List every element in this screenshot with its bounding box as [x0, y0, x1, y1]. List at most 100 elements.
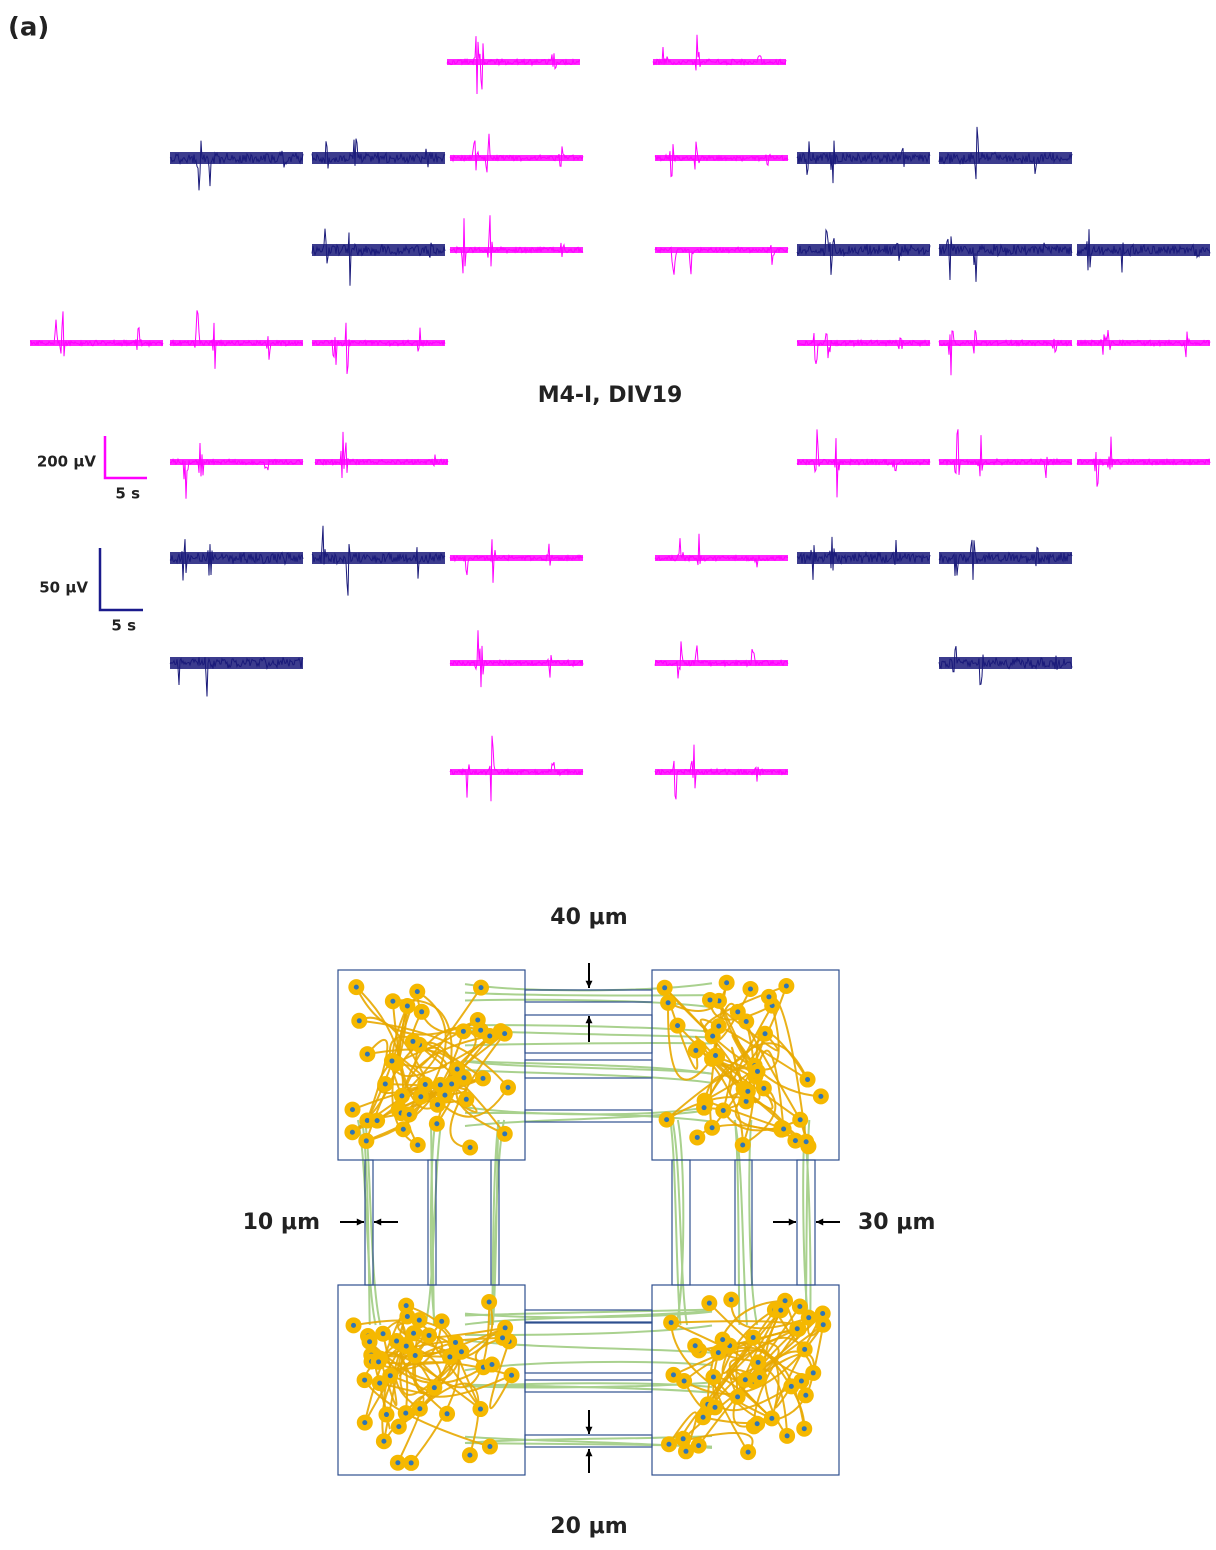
nucleus [477, 1406, 483, 1412]
neurite [703, 1064, 733, 1111]
neurite [667, 1002, 713, 1081]
nucleus [380, 1331, 386, 1337]
trace [169, 442, 304, 499]
trace-band [655, 155, 788, 161]
nucleus [662, 985, 668, 991]
nucleus [769, 1415, 775, 1421]
traces [29, 34, 1211, 802]
nucleus [713, 1052, 719, 1058]
nucleus [351, 1322, 357, 1328]
well [337, 969, 526, 1161]
trace [652, 34, 787, 71]
neurite [405, 1304, 460, 1464]
nucleus [693, 1047, 699, 1053]
trace-band [30, 340, 163, 346]
trace-band [170, 552, 303, 564]
trace-band [1077, 459, 1210, 465]
nucleus [412, 1352, 418, 1358]
nucleus [349, 1129, 355, 1135]
trace-band [797, 552, 930, 564]
axon [675, 1119, 685, 1326]
nucleus [742, 1377, 748, 1383]
nucleus [437, 1082, 443, 1088]
neurite [378, 1301, 494, 1365]
trace [449, 133, 584, 173]
trace-band [312, 552, 445, 564]
nucleus [381, 1438, 387, 1444]
nucleus [683, 1448, 689, 1454]
nucleus [710, 1374, 716, 1380]
nucleus [449, 1081, 455, 1087]
nucleus [374, 1118, 380, 1124]
nucleus [500, 1335, 506, 1341]
nucleus [390, 998, 396, 1004]
nucleus [680, 1436, 686, 1442]
neurite [489, 1341, 513, 1410]
trace-band [170, 657, 303, 669]
trace-band [939, 552, 1072, 564]
trace-band [1077, 244, 1210, 256]
nucleus [403, 1343, 409, 1349]
nucleus [404, 1003, 410, 1009]
nucleus [509, 1372, 515, 1378]
arrow-head [374, 1218, 382, 1226]
nucleus [434, 1121, 440, 1127]
trace-band [312, 340, 445, 346]
axon [464, 991, 713, 997]
trace-band [170, 340, 303, 346]
axon [464, 1042, 713, 1047]
neurite [366, 1031, 465, 1142]
nucleus [794, 1326, 800, 1332]
nucleus [439, 1318, 445, 1324]
nucleus [728, 1297, 734, 1303]
arrow-head [788, 1218, 796, 1226]
nucleus [745, 1449, 751, 1455]
panel-label: (a) [8, 13, 49, 43]
trace-band [450, 247, 583, 253]
nucleus [367, 1339, 373, 1345]
arrow-head [585, 1449, 593, 1457]
nucleus [487, 1444, 493, 1450]
trace [938, 236, 1073, 282]
device [337, 963, 840, 1476]
nucleus [364, 1118, 370, 1124]
nucleus [408, 1460, 414, 1466]
trace-band [312, 244, 445, 256]
neurite [741, 1021, 756, 1146]
nucleus [792, 1138, 798, 1144]
nucleus [802, 1346, 808, 1352]
nucleus [349, 1107, 355, 1113]
trace-band [170, 459, 303, 465]
trace-band [1077, 340, 1210, 346]
dimension-label: 10 μm [243, 1210, 320, 1235]
nucleus [364, 1051, 370, 1057]
trace-band [655, 660, 788, 666]
nucleus [801, 1426, 807, 1432]
trace [314, 431, 449, 479]
trace-band [312, 152, 445, 164]
trace [449, 735, 584, 802]
nucleus [745, 1088, 751, 1094]
nucleus [670, 1372, 676, 1378]
trace-band [939, 244, 1072, 256]
nucleus [818, 1093, 824, 1099]
trace [449, 539, 584, 583]
axon [424, 1119, 443, 1326]
nucleus [377, 1380, 383, 1386]
nucleus [461, 1075, 467, 1081]
scale-time: 5 s [115, 485, 140, 503]
nucleus [382, 1081, 388, 1087]
axon [464, 1108, 713, 1127]
nucleus [715, 1350, 721, 1356]
nucleus [781, 1126, 787, 1132]
nucleus [505, 1084, 511, 1090]
trace [938, 330, 1073, 376]
nucleus [712, 1404, 718, 1410]
nucleus [480, 1075, 486, 1081]
well [337, 1284, 526, 1476]
nucleus [502, 1031, 508, 1037]
nucleus [502, 1325, 508, 1331]
nucleus [454, 1066, 460, 1072]
nucleus [743, 1098, 749, 1104]
